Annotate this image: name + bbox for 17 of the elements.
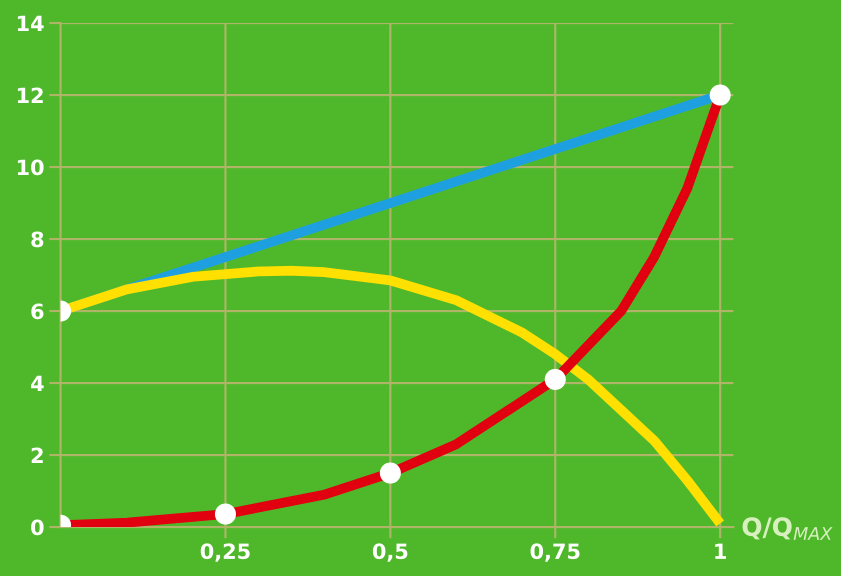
y-tick-label: 4 [31, 376, 44, 391]
point [380, 462, 401, 484]
point [214, 504, 236, 525]
y-tick-label: 8 [31, 231, 44, 248]
y-tick-label: 6 [31, 304, 44, 320]
y-tick-label: 12 [18, 87, 43, 103]
x-tick-label: 0,25 [200, 543, 250, 562]
x-tick-label: 1 [715, 544, 726, 559]
x-axis-title: Q/Q$_{MAX}$ [742, 517, 833, 540]
y-tick-label: 14 [18, 16, 44, 31]
y-tick-label: 10 [18, 159, 44, 176]
point [544, 368, 566, 390]
x-tick-label: 0,75 [530, 543, 580, 562]
y-tick-label: 2 [32, 447, 43, 463]
point [710, 84, 731, 106]
x-tick-label: 0,5 [372, 543, 408, 562]
y-tick-label: 0 [31, 519, 44, 536]
